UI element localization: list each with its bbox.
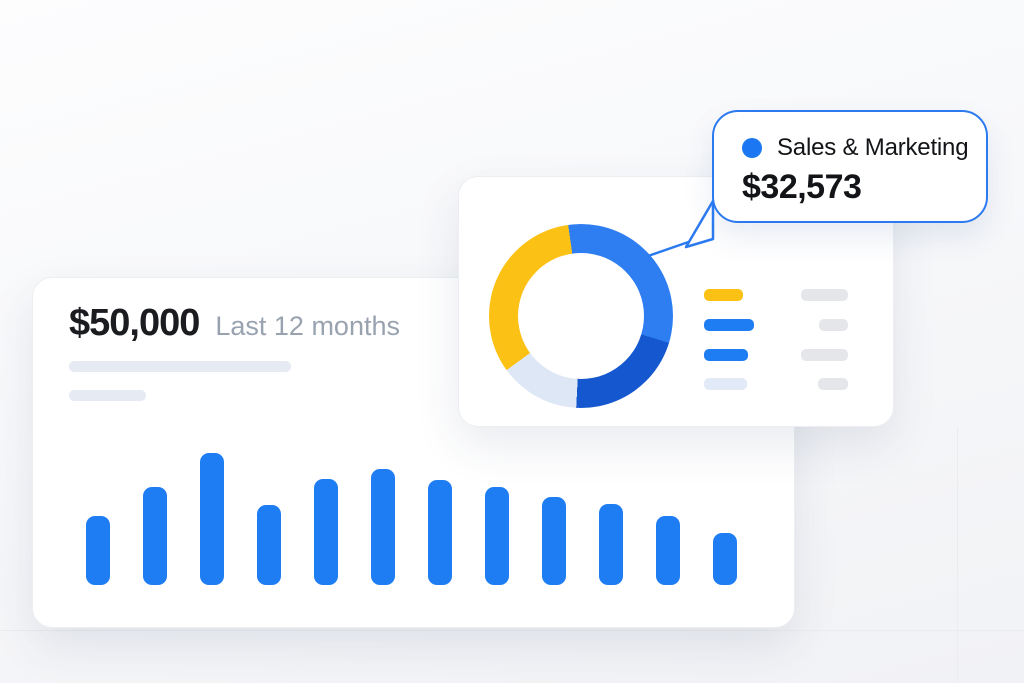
- revenue-headline: $50,000 Last 12 months: [69, 302, 400, 345]
- legend-placeholder-bar: [818, 378, 848, 390]
- bar-month-5: [314, 479, 338, 585]
- background-seam-vertical: [957, 427, 958, 683]
- legend-placeholder-bar: [704, 319, 754, 331]
- bar-month-2: [143, 487, 167, 585]
- background-seam-horizontal: [0, 630, 1024, 631]
- placeholder-line: [69, 361, 291, 372]
- legend-placeholder-bar: [801, 349, 848, 361]
- legend-placeholder-bar: [801, 289, 848, 301]
- donut-hole: [518, 253, 644, 379]
- revenue-period-label: Last 12 months: [215, 311, 400, 341]
- series-color-dot: [742, 138, 762, 158]
- bar-chart: [33, 278, 794, 627]
- donut-tooltip: Sales & Marketing $32,573: [712, 110, 988, 223]
- tooltip-value: $32,573: [742, 168, 862, 206]
- bar-month-8: [485, 487, 509, 585]
- legend-placeholder-bar: [704, 349, 748, 361]
- tooltip-series-row: Sales & Marketing: [742, 134, 969, 162]
- legend-placeholder-bar: [819, 319, 848, 331]
- bar-month-4: [257, 505, 281, 585]
- legend-placeholder-bar: [704, 378, 747, 390]
- tooltip-series-label: Sales & Marketing: [777, 134, 969, 161]
- bar-month-1: [86, 516, 110, 585]
- bar-month-7: [428, 480, 452, 585]
- bar-month-3: [200, 453, 224, 585]
- bar-month-10: [599, 504, 623, 585]
- legend-placeholder-bar: [704, 289, 743, 301]
- bar-month-12: [713, 533, 737, 585]
- revenue-amount: $50,000: [69, 302, 200, 344]
- bar-month-6: [371, 469, 395, 585]
- bar-month-9: [542, 497, 566, 585]
- bar-month-11: [656, 516, 680, 585]
- placeholder-line: [69, 390, 146, 401]
